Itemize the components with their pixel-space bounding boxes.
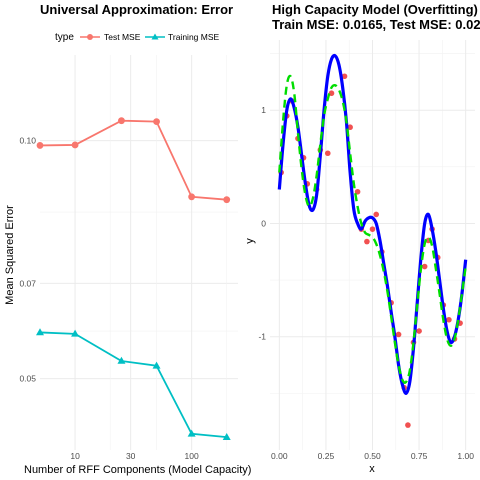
data-point bbox=[395, 331, 402, 338]
data-point bbox=[71, 329, 80, 337]
x-tick-label: 0.25 bbox=[318, 451, 335, 461]
x-tick-label: 0.50 bbox=[364, 451, 381, 461]
left-y-axis-label: Mean Squared Error bbox=[4, 205, 16, 305]
data-point bbox=[416, 328, 422, 334]
data-point bbox=[446, 316, 452, 323]
data-point bbox=[364, 238, 370, 245]
y-tick-label: 0 bbox=[261, 218, 266, 228]
y-tick-label: -1 bbox=[258, 332, 266, 342]
data-point bbox=[324, 150, 331, 157]
x-tick-label: 1.00 bbox=[457, 451, 474, 461]
data-point bbox=[153, 118, 160, 126]
x-tick-label: 0.00 bbox=[271, 451, 288, 461]
data-point bbox=[117, 356, 126, 364]
series-line bbox=[39, 119, 227, 201]
right-x-ticks: 0.00 0.25 0.50 0.75 1.00 bbox=[271, 451, 474, 461]
data-point bbox=[405, 422, 411, 428]
data-point bbox=[354, 188, 361, 195]
left-series bbox=[36, 117, 231, 440]
left-x-axis-label: Number of RFF Components (Model Capacity… bbox=[24, 464, 251, 476]
data-point bbox=[373, 211, 380, 218]
legend-title: type bbox=[55, 32, 74, 43]
right-x-axis-label: x bbox=[369, 463, 375, 475]
right-y-ticks: -1 0 1 bbox=[258, 105, 266, 342]
legend-label-test: Test MSE bbox=[104, 32, 141, 42]
x-tick-label: 30 bbox=[126, 451, 136, 461]
data-point bbox=[152, 361, 161, 369]
legend-item-test: Test MSE bbox=[80, 32, 141, 42]
data-point bbox=[71, 141, 79, 149]
x-tick-label: 0.75 bbox=[411, 451, 428, 461]
data-point bbox=[118, 117, 125, 125]
fit-chart-panel: High Capacity Model (Overfitting) Train … bbox=[244, 2, 480, 475]
error-chart-panel: Universal Approximation: Error type Test… bbox=[4, 2, 251, 476]
fitted-curve bbox=[277, 53, 468, 395]
x-tick-label: 100 bbox=[185, 451, 199, 461]
data-point bbox=[347, 124, 353, 131]
right-series bbox=[277, 53, 468, 428]
legend-item-train: Training MSE bbox=[145, 32, 220, 42]
y-tick-label: 0.10 bbox=[19, 136, 36, 146]
series-line bbox=[39, 331, 227, 439]
left-gridlines bbox=[40, 55, 238, 450]
y-tick-label: 0.05 bbox=[19, 374, 36, 384]
data-point bbox=[369, 226, 376, 232]
right-chart-title: High Capacity Model (Overfitting) bbox=[272, 2, 478, 17]
right-y-axis-label: y bbox=[244, 238, 256, 244]
data-point bbox=[223, 196, 231, 204]
data-point bbox=[188, 193, 196, 201]
data-point bbox=[421, 263, 428, 270]
left-y-ticks: 0.05 0.07 0.10 bbox=[19, 136, 36, 384]
data-point bbox=[222, 432, 231, 440]
x-tick-label: 10 bbox=[70, 451, 80, 461]
legend-label-train: Training MSE bbox=[168, 32, 220, 42]
y-tick-label: 0.07 bbox=[19, 278, 36, 288]
data-point bbox=[36, 328, 44, 336]
right-chart-subtitle: Train MSE: 0.0165, Test MSE: 0.0252 bbox=[272, 17, 480, 32]
data-point bbox=[187, 429, 196, 437]
data-point bbox=[341, 73, 348, 80]
left-x-ticks: 10 30 100 bbox=[70, 451, 199, 461]
right-gridlines bbox=[270, 40, 475, 450]
legend: type Test MSE Training MSE bbox=[55, 32, 220, 43]
left-chart-title: Universal Approximation: Error bbox=[40, 2, 233, 17]
y-tick-label: 1 bbox=[261, 105, 266, 115]
data-point bbox=[36, 142, 44, 149]
